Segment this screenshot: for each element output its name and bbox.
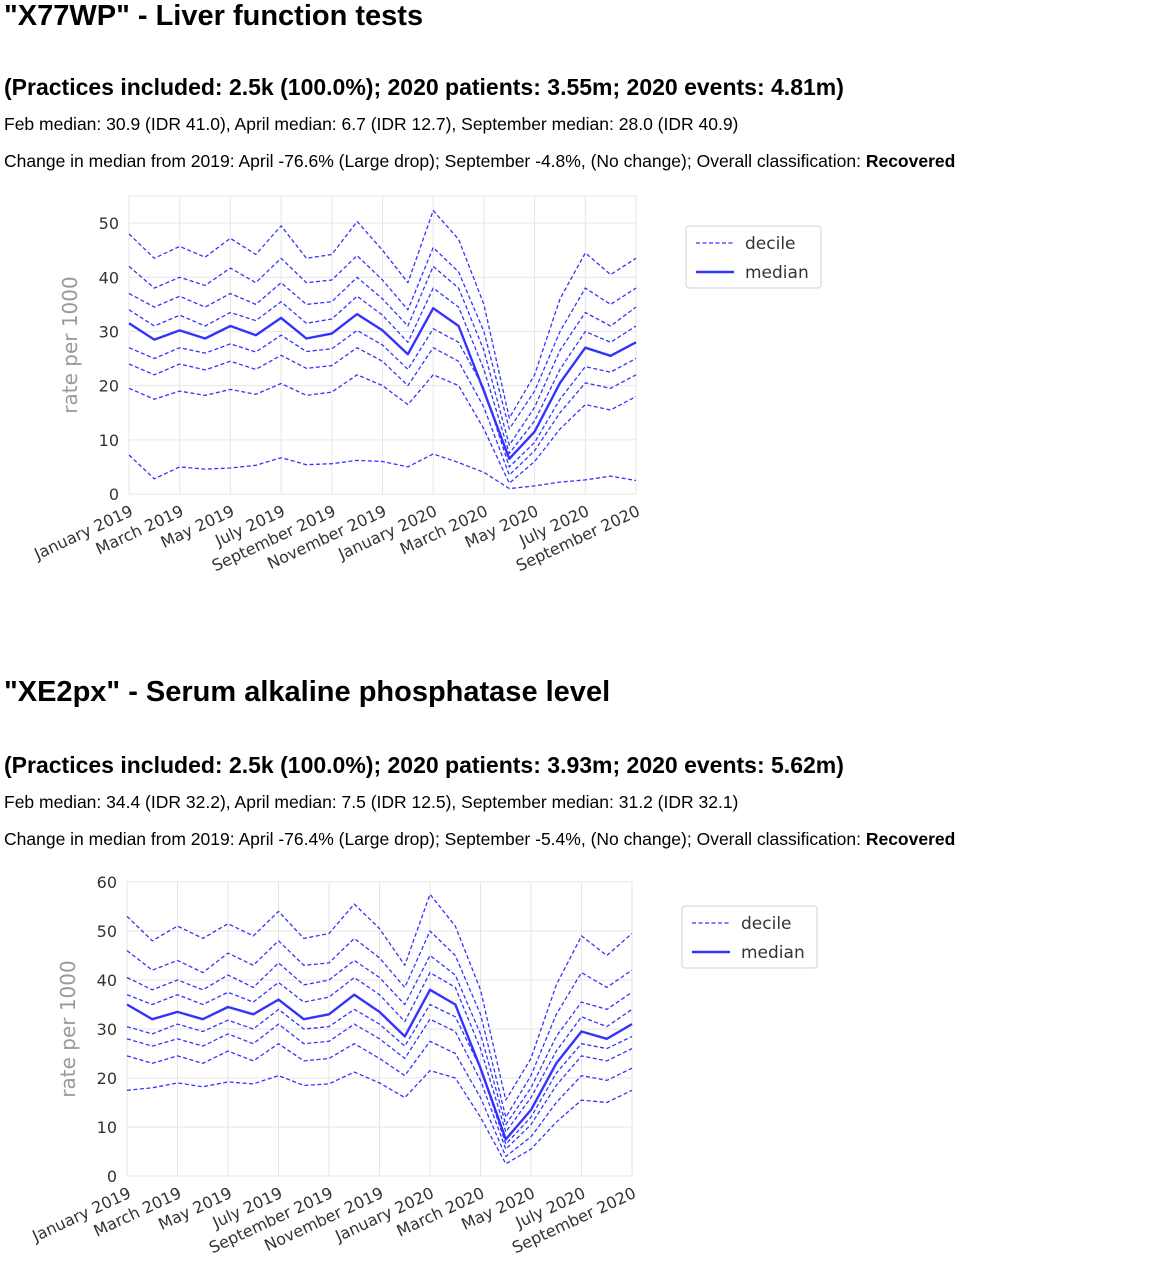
decile-line (126, 954, 633, 1126)
panel-title: "X77WP" - Liver function tests (4, 0, 424, 32)
y-tick-label: 20 (99, 377, 119, 396)
y-axis-label: rate per 1000 (58, 276, 82, 413)
decile-line (126, 971, 633, 1133)
change-summary: Change in median from 2019: April -76.4%… (4, 829, 955, 850)
y-tick-label: 50 (99, 214, 119, 233)
panel-stats: (Practices included: 2.5k (100.0%); 2020… (4, 74, 844, 100)
decile-line (126, 1018, 633, 1150)
median-summary: Feb median: 30.9 (IDR 41.0), April media… (4, 114, 739, 134)
decile-line (126, 893, 633, 1101)
y-tick-label: 60 (97, 873, 117, 892)
panel-serum-alkaline-phosphatase: "XE2px" - Serum alkaline phosphatase lev… (0, 676, 1159, 1280)
change-summary: Change in median from 2019: April -76.6%… (4, 151, 955, 172)
change-text: Change in median from 2019: April -76.4%… (4, 829, 866, 849)
decile-line (126, 930, 633, 1118)
y-tick-label: 40 (97, 971, 117, 990)
change-text: Change in median from 2019: April -76.6%… (4, 151, 866, 171)
legend: decile median (685, 225, 822, 289)
y-tick-label: 50 (97, 922, 117, 941)
y-tick-label: 30 (97, 1020, 117, 1039)
legend-label: decile (745, 234, 796, 254)
y-tick-label: 40 (99, 268, 119, 287)
legend-label: decile (741, 914, 792, 934)
y-tick-label: 0 (109, 485, 119, 504)
y-tick-label: 10 (99, 431, 119, 450)
classification-value: Recovered (865, 151, 956, 171)
classification-value: Recovered (865, 829, 956, 849)
median-line (126, 988, 633, 1141)
legend: decile median (681, 905, 818, 969)
panel-liver-function-tests: "X77WP" - Liver function tests (Practice… (0, 0, 1159, 620)
decile-line (128, 287, 637, 455)
decile-line (128, 374, 637, 484)
y-tick-label: 10 (97, 1118, 117, 1137)
median-line (128, 307, 637, 460)
decile-line (126, 1069, 633, 1165)
y-tick-label: 30 (99, 322, 119, 341)
y-tick-label: 20 (97, 1069, 117, 1088)
panel-stats: (Practices included: 2.5k (100.0%); 2020… (4, 752, 844, 778)
median-summary: Feb median: 34.4 (IDR 32.2), April media… (4, 792, 739, 812)
decile-line (128, 246, 637, 430)
decile-line (126, 1003, 633, 1145)
decile-line (128, 265, 637, 446)
y-axis-label: rate per 1000 (56, 960, 80, 1097)
legend-label: median (745, 263, 809, 283)
legend-label: median (741, 943, 805, 963)
panel-title: "XE2px" - Serum alkaline phosphatase lev… (4, 676, 611, 708)
y-tick-label: 0 (107, 1167, 117, 1186)
decile-line (126, 1040, 633, 1158)
decile-line (128, 209, 637, 419)
decile-line (128, 453, 637, 490)
decile-line (128, 328, 637, 468)
